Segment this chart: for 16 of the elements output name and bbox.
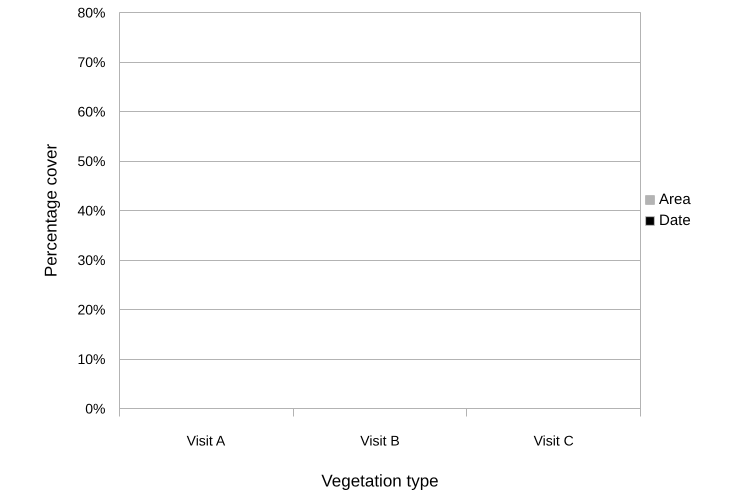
y-tick-label: 80%: [77, 4, 106, 20]
y-tick-label: 20%: [77, 302, 106, 318]
y-axis-title: Percentage cover: [41, 144, 60, 278]
y-tick-label: 50%: [77, 153, 106, 169]
x-tick-label: Visit B: [360, 432, 400, 448]
y-tick-label: 30%: [77, 252, 106, 268]
legend-label: Area: [659, 191, 691, 208]
x-axis-title: Vegetation type: [321, 472, 439, 490]
x-tick-label: Visit A: [186, 432, 226, 448]
x-tick-label: Visit C: [534, 432, 574, 448]
y-tick-label: 0%: [85, 400, 106, 416]
y-tick-label: 40%: [77, 202, 106, 218]
legend-label: Date: [659, 212, 691, 229]
y-tick-label: 70%: [77, 54, 106, 70]
y-tick-label: 60%: [77, 104, 106, 120]
y-tick-label: 10%: [77, 351, 106, 367]
